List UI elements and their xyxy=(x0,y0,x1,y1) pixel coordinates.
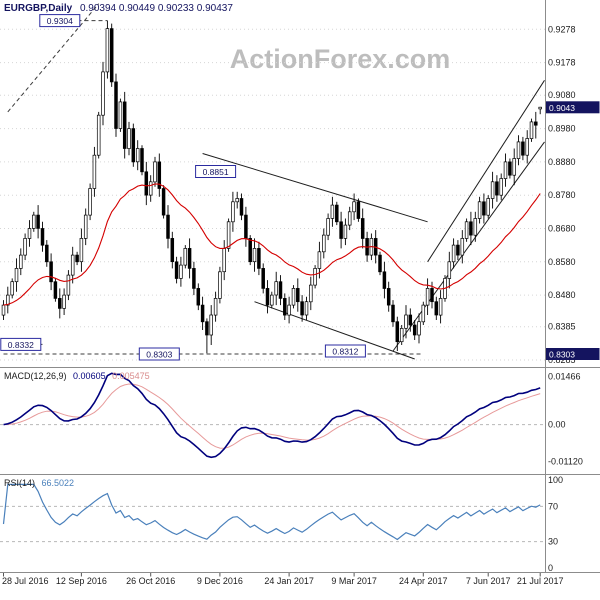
macd-axis-labels: 0.01466 0.00 -0.01120 xyxy=(548,371,583,466)
svg-text:26 Oct 2016: 26 Oct 2016 xyxy=(126,576,175,586)
rsi-label: RSI(14) xyxy=(4,478,36,488)
svg-text:0.8303: 0.8303 xyxy=(549,350,575,360)
price-axis-labels: 0.9278 0.9178 0.9080 0.8980 0.8880 0.8780 0.86… xyxy=(548,24,576,365)
svg-text:21 Jul 2017: 21 Jul 2017 xyxy=(517,576,564,586)
svg-text:7 Jun 2017: 7 Jun 2017 xyxy=(466,576,511,586)
rsi-indicator-title: RSI(14) 66.5022 xyxy=(4,478,74,488)
macd-signal-line xyxy=(3,383,541,449)
svg-text:-0.01120: -0.01120 xyxy=(548,456,583,466)
svg-text:0.8980: 0.8980 xyxy=(548,124,576,134)
svg-text:0: 0 xyxy=(548,563,553,573)
svg-text:0.8480: 0.8480 xyxy=(548,290,576,300)
price-gridlines xyxy=(0,28,545,361)
svg-text:28 Jul 2016: 28 Jul 2016 xyxy=(2,576,49,586)
rsi-line xyxy=(2,483,541,541)
watermark: ActionForex.com xyxy=(229,44,451,74)
svg-text:0.8385: 0.8385 xyxy=(548,322,576,332)
svg-text:70: 70 xyxy=(548,501,558,511)
svg-text:0.8880: 0.8880 xyxy=(548,157,576,167)
date-axis-labels: 28 Jul 2016 12 Sep 2016 26 Oct 2016 9 Dec 2… xyxy=(2,573,563,586)
trend-lines xyxy=(3,3,545,360)
level-label-boxes: 0.9304 0.8851 0.8332 0.8303 0.8312 xyxy=(0,14,366,361)
svg-text:100: 100 xyxy=(548,475,563,485)
svg-text:0.8680: 0.8680 xyxy=(548,224,576,234)
svg-text:0.9278: 0.9278 xyxy=(548,24,576,34)
symbol-timeframe-label: EURGBP,Daily xyxy=(4,3,73,14)
svg-text:0.00: 0.00 xyxy=(548,420,566,430)
svg-text:0.9080: 0.9080 xyxy=(548,90,576,100)
svg-text:0.9178: 0.9178 xyxy=(548,58,576,68)
panel-borders xyxy=(0,0,600,573)
svg-text:0.01466: 0.01466 xyxy=(548,371,581,381)
candlestick-series xyxy=(1,20,542,354)
svg-text:0.8780: 0.8780 xyxy=(548,190,576,200)
rsi-value: 66.5022 xyxy=(41,478,75,488)
svg-text:0.9043: 0.9043 xyxy=(549,103,575,113)
ohlc-values: 0.90394 0.90449 0.90233 0.90437 xyxy=(79,3,233,14)
rsi-axis-labels: 100 70 30 0 xyxy=(548,475,563,573)
svg-text:9 Dec 2016: 9 Dec 2016 xyxy=(197,576,243,586)
svg-text:24 Jan 2017: 24 Jan 2017 xyxy=(264,576,314,586)
svg-text:0.8303: 0.8303 xyxy=(146,350,172,360)
svg-text:0.8580: 0.8580 xyxy=(548,257,576,267)
macd-signal-value: 0.005475 xyxy=(112,371,150,381)
svg-text:0.8332: 0.8332 xyxy=(8,340,34,350)
chart-title: EURGBP,Daily 0.90394 0.90449 0.90233 0.9… xyxy=(4,3,233,14)
svg-text:0.8312: 0.8312 xyxy=(332,347,358,357)
svg-text:9 Mar 2017: 9 Mar 2017 xyxy=(331,576,377,586)
macd-label: MACD(12,26,9) xyxy=(4,371,67,381)
macd-indicator-title: MACD(12,26,9) 0.00605 0.005475 xyxy=(4,371,150,381)
price-tags: 0.9043 0.8303 xyxy=(545,101,600,360)
macd-main-value: 0.00605 xyxy=(73,371,106,381)
svg-text:0.9304: 0.9304 xyxy=(47,16,73,26)
svg-text:0.8851: 0.8851 xyxy=(203,167,229,177)
svg-text:12 Sep 2016: 12 Sep 2016 xyxy=(56,576,107,586)
svg-text:30: 30 xyxy=(548,537,558,547)
macd-line xyxy=(3,372,541,459)
ma-line xyxy=(3,183,541,306)
svg-text:24 Apr 2017: 24 Apr 2017 xyxy=(399,576,448,586)
